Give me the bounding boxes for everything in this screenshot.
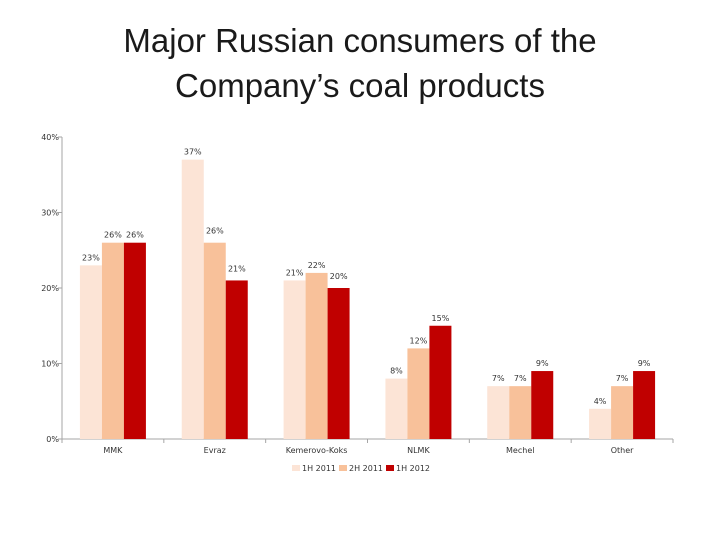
x-category-label: MMK <box>103 446 123 455</box>
data-label: 26% <box>126 231 144 240</box>
data-label: 7% <box>514 374 527 383</box>
legend-label: 1H 2011 <box>302 464 336 473</box>
data-label: 26% <box>104 231 122 240</box>
bar <box>385 378 408 439</box>
data-label: 7% <box>492 374 505 383</box>
bar <box>509 386 532 439</box>
data-label: 37% <box>184 148 202 157</box>
bar <box>101 242 124 439</box>
x-category-label: Mechel <box>506 446 534 455</box>
bar <box>123 242 146 439</box>
x-category-label: Evraz <box>204 446 226 455</box>
data-label: 9% <box>536 359 549 368</box>
chart-labels: MMK Evraz Kemerovo-Koks NLMK Mechel Other 23% 2… <box>82 148 651 455</box>
legend-label: 1H 2012 <box>396 464 430 473</box>
data-label: 9% <box>638 359 651 368</box>
data-label: 26% <box>206 227 224 236</box>
chart-title: Major Russian consumers of the Company’s… <box>0 18 720 108</box>
bar <box>589 408 612 439</box>
bar <box>633 371 656 439</box>
data-label: 7% <box>616 374 629 383</box>
legend-swatch <box>339 465 347 471</box>
x-category-label: NLMK <box>407 446 430 455</box>
chart-axes: 0% 10% 20% 30% 40% <box>41 133 674 444</box>
y-tick-label: 0% <box>46 435 59 444</box>
bar <box>487 386 510 439</box>
bar <box>203 242 226 439</box>
y-tick-label: 40% <box>41 133 59 142</box>
bar <box>327 288 350 439</box>
chart-title-line-2: Company’s coal products <box>175 67 545 104</box>
legend-swatch <box>292 465 300 471</box>
y-tick-label: 30% <box>41 209 59 218</box>
data-label: 15% <box>432 314 450 323</box>
data-label: 22% <box>308 261 326 270</box>
bar <box>407 348 430 439</box>
data-label: 8% <box>390 367 403 376</box>
y-tick-label: 10% <box>41 360 59 369</box>
bar <box>611 386 634 439</box>
bar <box>225 280 248 439</box>
bar <box>283 280 306 439</box>
chart-bars <box>79 159 656 439</box>
data-label: 23% <box>82 253 100 262</box>
bar <box>531 371 554 439</box>
data-label: 4% <box>594 397 607 406</box>
data-label: 21% <box>228 264 246 273</box>
x-category-label: Other <box>611 446 634 455</box>
chart-legend: 1H 2011 2H 2011 1H 2012 <box>292 464 430 473</box>
data-label: 20% <box>330 272 348 281</box>
data-label: 12% <box>410 336 428 345</box>
x-category-label: Kemerovo-Koks <box>286 446 348 455</box>
legend-label: 2H 2011 <box>349 464 383 473</box>
bar <box>181 159 204 439</box>
data-label: 21% <box>286 268 304 277</box>
bar <box>429 325 452 439</box>
bar <box>305 272 328 439</box>
y-tick-label: 20% <box>41 284 59 293</box>
legend-swatch <box>386 465 394 471</box>
bar <box>79 265 102 439</box>
chart-title-line-1: Major Russian consumers of the <box>123 22 597 59</box>
